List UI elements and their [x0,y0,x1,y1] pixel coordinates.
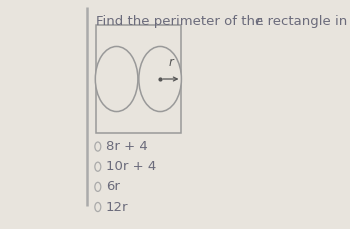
Text: 10r + 4: 10r + 4 [106,160,156,173]
Text: 12r: 12r [106,201,128,213]
Text: 8r + 4: 8r + 4 [106,140,148,153]
Text: r: r [169,56,174,69]
Text: Find the perimeter of the rectangle in terms of: Find the perimeter of the rectangle in t… [96,15,350,28]
Text: .: . [259,15,264,28]
Ellipse shape [95,46,138,112]
Text: r: r [255,15,261,28]
Text: 6r: 6r [106,180,120,193]
Ellipse shape [139,46,181,112]
Bar [96,25,181,133]
